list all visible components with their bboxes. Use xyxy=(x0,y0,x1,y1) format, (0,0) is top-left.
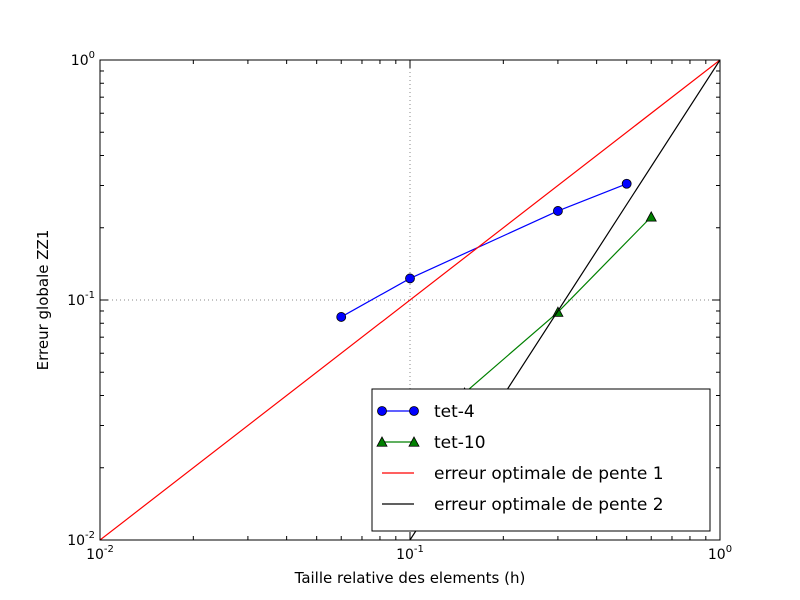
y-tick-base: 10 xyxy=(71,53,89,69)
series-layer xyxy=(100,60,720,540)
series-line xyxy=(100,60,720,540)
data-point xyxy=(405,273,415,284)
x-tick-label: 100 xyxy=(708,544,732,563)
legend-label: erreur optimale de pente 1 xyxy=(434,464,664,484)
legend: tet-4 tet-10 erreur optimale de pente 1 err… xyxy=(371,388,711,532)
x-tick-label: 10-1 xyxy=(396,544,424,563)
legend-marker xyxy=(408,436,420,447)
legend-marker xyxy=(409,406,419,416)
y-tick-exponent: -1 xyxy=(85,290,95,301)
legend-entry: erreur optimale de pente 2 xyxy=(382,495,664,515)
x-axis-label: Taille relative des elements (h) xyxy=(294,569,526,587)
x-tick-base: 10 xyxy=(396,547,414,563)
y-tick-exponent: -2 xyxy=(85,530,95,541)
y-tick-label: 100 xyxy=(71,50,95,69)
x-tick-label: 10-2 xyxy=(86,544,114,563)
series-3 xyxy=(100,60,720,540)
x-tick-exponent: -2 xyxy=(104,544,114,555)
data-point xyxy=(621,178,632,189)
series-2 xyxy=(458,211,657,398)
legend-entry: tet-10 xyxy=(376,433,486,453)
y-tick-base: 10 xyxy=(67,293,85,309)
legend-label: tet-10 xyxy=(434,433,486,453)
y-tick-base: 10 xyxy=(67,533,85,549)
series-1 xyxy=(336,178,632,322)
y-tick-label: 10-2 xyxy=(67,530,95,549)
x-tick-base: 10 xyxy=(708,547,726,563)
x-tick-exponent: -1 xyxy=(414,544,424,555)
legend-marker xyxy=(377,406,387,416)
data-point xyxy=(336,312,347,322)
legend-entry: tet-4 xyxy=(377,402,475,422)
legend-label: tet-4 xyxy=(434,402,475,422)
series-line xyxy=(464,216,652,394)
tick-marks xyxy=(99,59,721,541)
series-line xyxy=(340,183,627,318)
legend-label: erreur optimale de pente 2 xyxy=(434,495,664,515)
y-axis-label: Erreur globale ZZ1 xyxy=(34,230,52,371)
data-point xyxy=(645,211,657,222)
x-tick-base: 10 xyxy=(86,547,104,563)
legend-marker xyxy=(376,436,388,447)
y-tick-exponent: 0 xyxy=(89,50,95,61)
x-tick-exponent: 0 xyxy=(726,544,732,555)
y-tick-label: 10-1 xyxy=(67,290,95,309)
data-point xyxy=(553,206,563,216)
legend-frame xyxy=(371,388,711,532)
legend-entry: erreur optimale de pente 1 xyxy=(382,464,664,484)
